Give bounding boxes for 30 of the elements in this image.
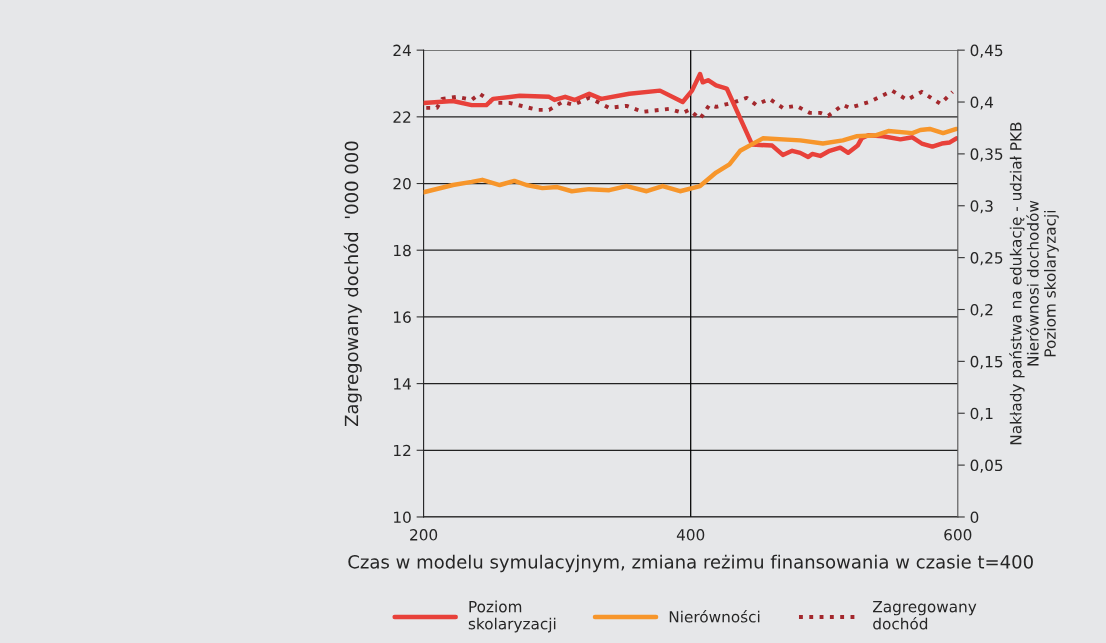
- y-tick-label: 20: [393, 178, 411, 190]
- y-tick-label: 18: [394, 244, 411, 257]
- y2-tick-label: 0,2: [970, 303, 993, 318]
- y-tick-label: 10: [394, 511, 411, 523]
- y2-tick-label: 0,4: [970, 96, 994, 110]
- y2-tick-label: 0: [970, 511, 979, 523]
- y-tick-label: 12: [394, 444, 411, 457]
- y2-tick-label: 0,3: [970, 200, 993, 214]
- line-series: [423, 126, 958, 195]
- y-axis-title: Zagregowany dochód '000 000: [343, 141, 362, 427]
- y2-tick-label: 0,25: [970, 252, 1003, 266]
- x-tick-label: 600: [944, 529, 972, 541]
- y2-tick-label: 0,1: [970, 407, 993, 421]
- x-tick-label: 400: [676, 529, 705, 541]
- y-tick-label: 14: [394, 378, 411, 390]
- y-tick-label: 22: [393, 111, 411, 123]
- y-tick-label: 16: [394, 311, 411, 323]
- legend-label: Poziom skolaryzacji: [468, 600, 556, 633]
- y2-tick-label: 0,05: [970, 459, 1003, 473]
- line-series: [424, 88, 955, 121]
- y2-tick-label: 0,45: [970, 44, 1003, 58]
- legend-label: Zagregowany dochód: [873, 601, 977, 630]
- line-series: [423, 71, 958, 160]
- y2-tick-label: 0,15: [970, 355, 1003, 369]
- x-tick-label: 200: [410, 529, 438, 541]
- y2-tick-label: 0,35: [970, 148, 1003, 162]
- y-tick-label: 24: [393, 44, 411, 56]
- x-axis-title: Czas w modelu symulacyjnym, zmiana reżimu finansowania w czasie t=400: [348, 554, 1033, 573]
- y2-axis-title: Nakłady państwa na edukację - udział PKB Nierównosi dochodów Poziom skolaryzacji: [1009, 122, 1059, 445]
- legend-label: Nierówności: [669, 610, 760, 623]
